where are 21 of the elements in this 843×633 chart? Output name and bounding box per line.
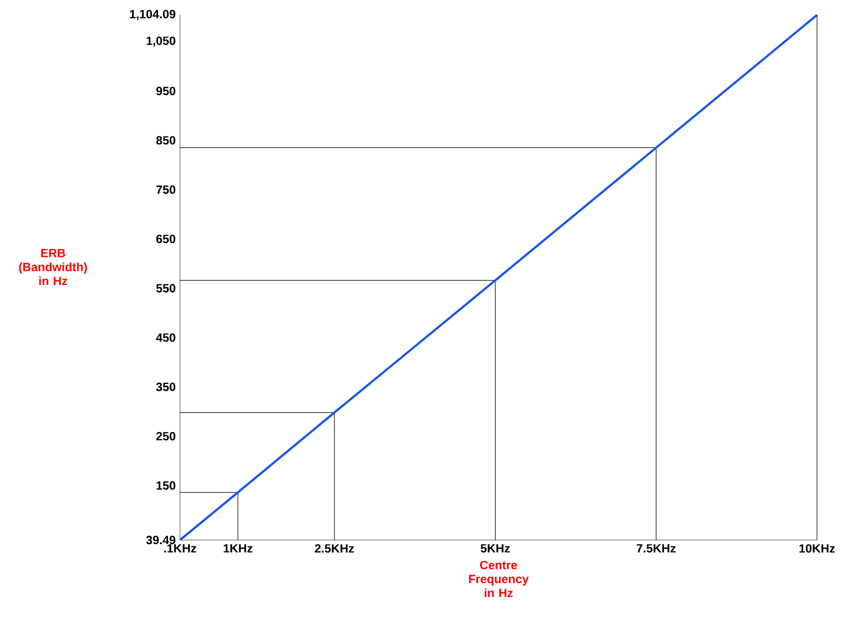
x-tick-label: 1KHz xyxy=(224,544,252,552)
y-tick-label: 950 xyxy=(156,86,176,96)
line-series xyxy=(178,14,818,542)
x-tick-label: 2.5KHz xyxy=(314,544,354,553)
y-axis-title: ERB (Bandwidth) in Hz xyxy=(19,248,87,286)
x-tick-label: 5KHz xyxy=(480,544,510,553)
y-tick-label: 39.49 xyxy=(146,536,176,544)
y-tick-label: 1,050 xyxy=(146,36,176,47)
y-tick-label: 1,104.09 xyxy=(130,10,176,20)
x-axis-title: Centre Frequency in Hz xyxy=(469,560,529,598)
y-tick-label: 550 xyxy=(156,284,176,292)
x-tick-label: 7.5KHz xyxy=(636,544,676,553)
y-tick-label: 250 xyxy=(156,432,176,440)
x-tick-label: 10KHz xyxy=(799,544,835,553)
y-tick-label: 850 xyxy=(156,136,176,145)
y-tick-label: 150 xyxy=(156,481,176,490)
y-tick-label: 750 xyxy=(156,185,176,194)
y-tick-label: 350 xyxy=(156,382,176,392)
y-tick-label: 650 xyxy=(156,234,176,244)
y-tick-label: 450 xyxy=(156,333,176,342)
x-tick-label: .1KHz xyxy=(164,544,196,552)
